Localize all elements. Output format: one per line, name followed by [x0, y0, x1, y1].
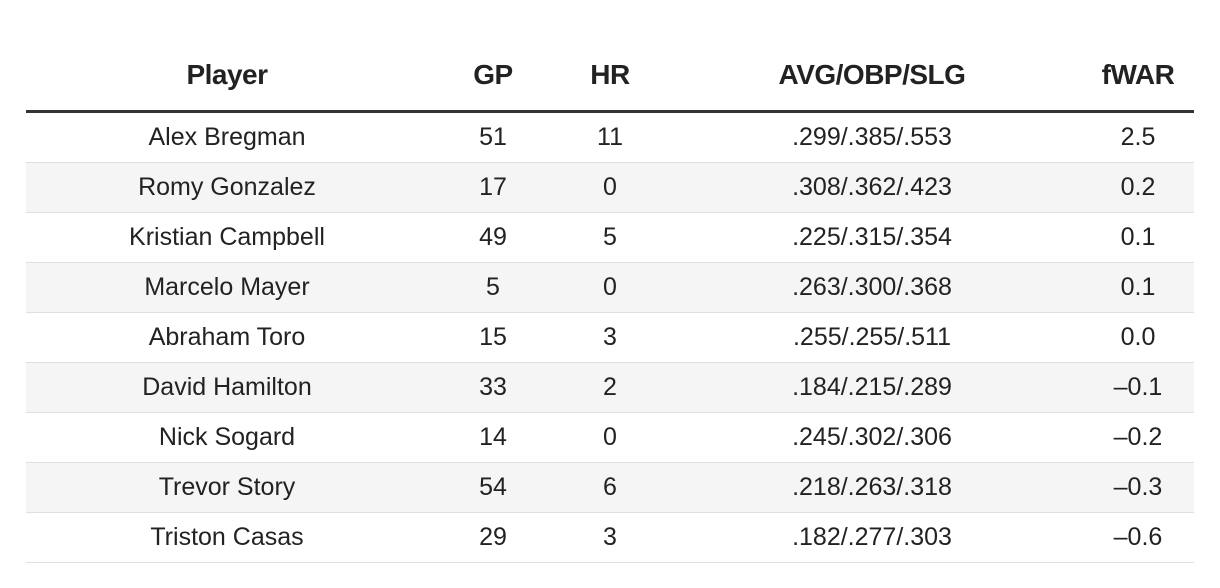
header-row: Player GP HR AVG/OBP/SLG fWAR [26, 40, 1194, 113]
table-cell: 2.5 [1082, 111, 1194, 163]
table-cell: .255/.255/.511 [662, 312, 1082, 363]
table-body: Alex Bregman 51 11.299/.385/.553 2.5 Romy Go… [26, 111, 1194, 563]
table-cell: 3 [558, 512, 662, 563]
table-cell: Romy Gonzalez [26, 162, 428, 213]
table-cell: 17 [428, 162, 558, 213]
table-cell: David Hamilton [26, 362, 428, 413]
table-cell: 0 [558, 412, 662, 463]
table-cell: –0.2 [1082, 412, 1194, 463]
table-cell: Trevor Story [26, 462, 428, 513]
table-cell: Triston Casas [26, 512, 428, 563]
table-row: Abraham Toro 15 3.255/.255/.511 0.0 [26, 312, 1194, 363]
table-row: Kristian Campbell 49 5.225/.315/.354 0.1 [26, 212, 1194, 263]
table-cell: .263/.300/.368 [662, 262, 1082, 313]
table-row: Nick Sogard 14 0.245/.302/.306 –0.2 [26, 412, 1194, 463]
table-cell: .182/.277/.303 [662, 512, 1082, 563]
table-cell: 54 [428, 462, 558, 513]
table-cell: 0 [558, 262, 662, 313]
table-cell: 15 [428, 312, 558, 363]
table-cell: 51 [428, 111, 558, 163]
table-cell: 0.1 [1082, 262, 1194, 313]
table-cell: –0.6 [1082, 512, 1194, 563]
table-cell: 5 [428, 262, 558, 313]
column-header: Player [26, 40, 428, 113]
column-header: HR [558, 40, 662, 113]
table-cell: 5 [558, 212, 662, 263]
table-cell: Nick Sogard [26, 412, 428, 463]
column-header: fWAR [1082, 40, 1194, 113]
table-row: David Hamilton 33 2.184/.215/.289 –0.1 [26, 362, 1194, 413]
stats-table: Player GP HR AVG/OBP/SLG fWAR Alex Bregman 51… [26, 40, 1194, 563]
table-cell: 0.1 [1082, 212, 1194, 263]
table-cell: .245/.302/.306 [662, 412, 1082, 463]
table-cell: –0.1 [1082, 362, 1194, 413]
table-cell: .299/.385/.553 [662, 111, 1082, 163]
table-cell: 2 [558, 362, 662, 413]
table-cell: –0.3 [1082, 462, 1194, 513]
table-row: Trevor Story 54 6.218/.263/.318 –0.3 [26, 462, 1194, 513]
table-cell: 0.2 [1082, 162, 1194, 213]
table-cell: 3 [558, 312, 662, 363]
table-cell: 0.0 [1082, 312, 1194, 363]
table-cell: 11 [558, 111, 662, 163]
table-cell: 33 [428, 362, 558, 413]
table-cell: .184/.215/.289 [662, 362, 1082, 413]
table-header: Player GP HR AVG/OBP/SLG fWAR [26, 40, 1194, 113]
table-cell: 6 [558, 462, 662, 513]
table-cell: Kristian Campbell [26, 212, 428, 263]
table-cell: Marcelo Mayer [26, 262, 428, 313]
table-cell: .308/.362/.423 [662, 162, 1082, 213]
table-cell: 0 [558, 162, 662, 213]
table-cell: .218/.263/.318 [662, 462, 1082, 513]
table-cell: Alex Bregman [26, 111, 428, 163]
table-cell: Abraham Toro [26, 312, 428, 363]
table-cell: .225/.315/.354 [662, 212, 1082, 263]
table-row: Alex Bregman 51 11.299/.385/.553 2.5 [26, 111, 1194, 163]
table-row: Romy Gonzalez 17 0.308/.362/.423 0.2 [26, 162, 1194, 213]
column-header: GP [428, 40, 558, 113]
table-cell: 14 [428, 412, 558, 463]
table-row: Marcelo Mayer 5 0.263/.300/.368 0.1 [26, 262, 1194, 313]
table-cell: 49 [428, 212, 558, 263]
column-header: AVG/OBP/SLG [662, 40, 1082, 113]
table-row: Triston Casas 29 3.182/.277/.303 –0.6 [26, 512, 1194, 563]
table-cell: 29 [428, 512, 558, 563]
